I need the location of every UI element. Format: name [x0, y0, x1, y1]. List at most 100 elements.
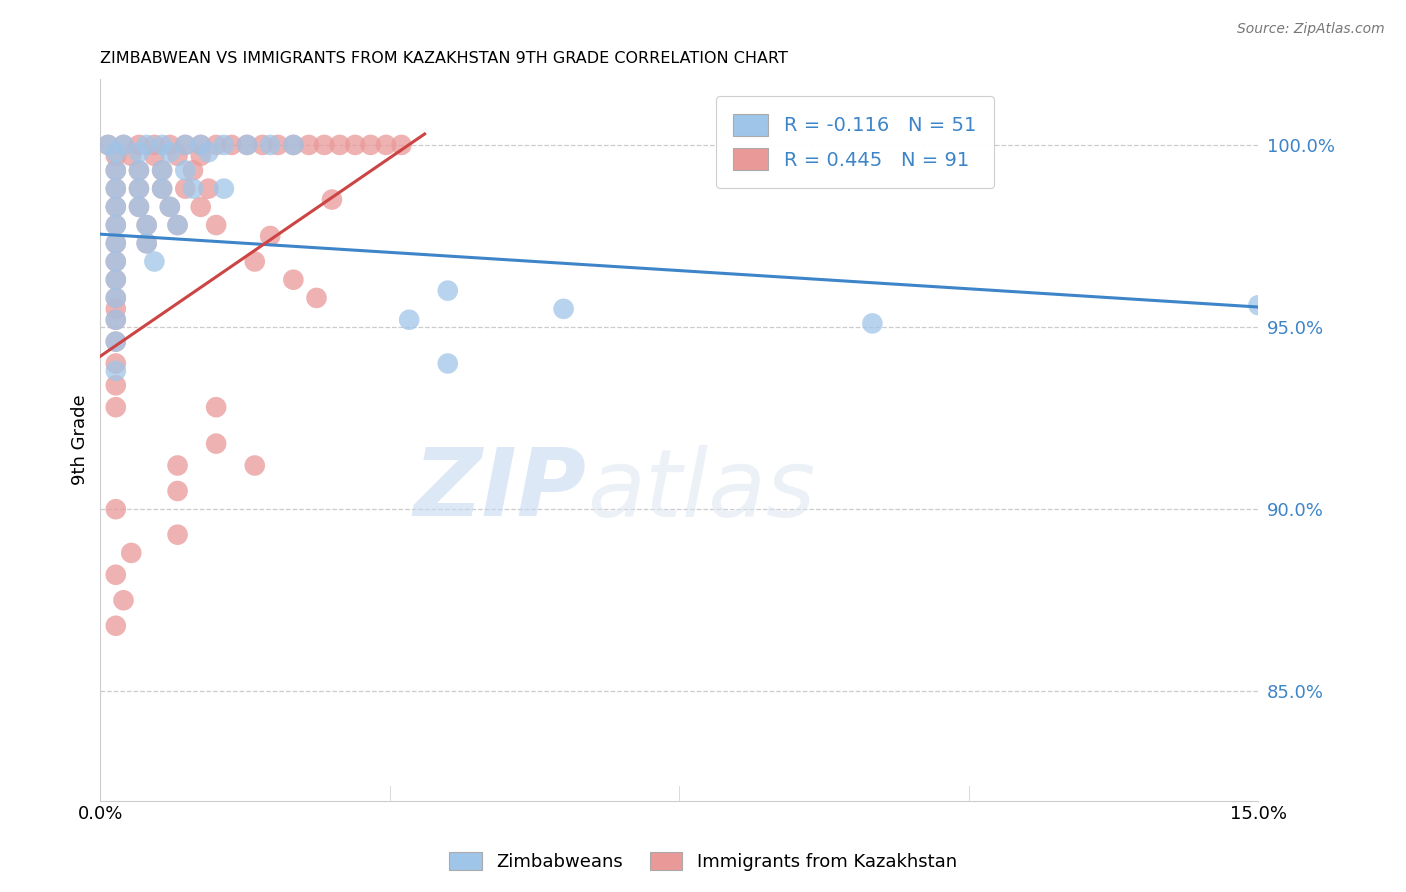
Point — [135, 137, 157, 152]
Point — [135, 236, 157, 251]
Point — [159, 200, 181, 214]
Point — [104, 567, 127, 582]
Point — [190, 200, 212, 214]
Point — [166, 527, 188, 541]
Point — [104, 312, 127, 326]
Point — [436, 356, 458, 370]
Point — [150, 163, 173, 178]
Point — [135, 218, 157, 232]
Point — [321, 193, 343, 207]
Point — [190, 137, 212, 152]
Point — [174, 181, 197, 195]
Point — [112, 593, 135, 607]
Point — [150, 163, 173, 178]
Point — [329, 137, 352, 152]
Point — [104, 378, 127, 392]
Point — [236, 137, 259, 152]
Point — [283, 137, 305, 152]
Point — [267, 137, 290, 152]
Point — [166, 458, 188, 473]
Point — [143, 137, 166, 152]
Point — [174, 137, 197, 152]
Point — [128, 163, 150, 178]
Point — [344, 137, 367, 152]
Point — [128, 181, 150, 195]
Point — [298, 137, 321, 152]
Point — [259, 137, 281, 152]
Point — [104, 312, 127, 326]
Point — [135, 236, 157, 251]
Point — [190, 149, 212, 163]
Point — [104, 334, 127, 349]
Point — [360, 137, 382, 152]
Point — [104, 254, 127, 268]
Point — [159, 200, 181, 214]
Point — [104, 291, 127, 305]
Point — [112, 137, 135, 152]
Point — [104, 236, 127, 251]
Point — [104, 163, 127, 178]
Point — [166, 218, 188, 232]
Point — [243, 254, 266, 268]
Point — [197, 181, 219, 195]
Point — [128, 137, 150, 152]
Point — [391, 137, 413, 152]
Point — [143, 254, 166, 268]
Point — [128, 200, 150, 214]
Point — [197, 145, 219, 160]
Point — [104, 149, 127, 163]
Point — [104, 200, 127, 214]
Legend: Zimbabweans, Immigrants from Kazakhstan: Zimbabweans, Immigrants from Kazakhstan — [441, 846, 965, 879]
Point — [314, 137, 336, 152]
Text: ZIP: ZIP — [413, 444, 586, 536]
Point — [104, 145, 127, 160]
Point — [104, 273, 127, 287]
Text: ZIMBABWEAN VS IMMIGRANTS FROM KAZAKHSTAN 9TH GRADE CORRELATION CHART: ZIMBABWEAN VS IMMIGRANTS FROM KAZAKHSTAN… — [100, 51, 789, 66]
Point — [205, 218, 228, 232]
Point — [128, 181, 150, 195]
Point — [128, 145, 150, 160]
Point — [104, 301, 127, 316]
Point — [104, 181, 127, 195]
Point — [553, 301, 575, 316]
Y-axis label: 9th Grade: 9th Grade — [72, 394, 89, 485]
Point — [174, 163, 197, 178]
Point — [97, 137, 120, 152]
Point — [104, 254, 127, 268]
Point — [174, 137, 197, 152]
Point — [104, 400, 127, 414]
Point — [104, 273, 127, 287]
Point — [159, 137, 181, 152]
Point — [104, 236, 127, 251]
Point — [104, 200, 127, 214]
Point — [243, 458, 266, 473]
Point — [150, 137, 173, 152]
Point — [1247, 298, 1270, 312]
Point — [104, 356, 127, 370]
Point — [104, 502, 127, 516]
Point — [143, 149, 166, 163]
Text: Source: ZipAtlas.com: Source: ZipAtlas.com — [1237, 22, 1385, 37]
Point — [112, 137, 135, 152]
Point — [150, 181, 173, 195]
Point — [205, 436, 228, 450]
Point — [181, 181, 204, 195]
Point — [205, 400, 228, 414]
Point — [236, 137, 259, 152]
Point — [221, 137, 243, 152]
Point — [212, 137, 235, 152]
Point — [181, 163, 204, 178]
Point — [305, 291, 328, 305]
Point — [252, 137, 274, 152]
Point — [283, 273, 305, 287]
Point — [104, 619, 127, 633]
Point — [398, 312, 420, 326]
Text: atlas: atlas — [586, 445, 815, 536]
Point — [104, 218, 127, 232]
Point — [166, 483, 188, 498]
Point — [104, 218, 127, 232]
Point — [159, 145, 181, 160]
Point — [128, 200, 150, 214]
Point — [190, 137, 212, 152]
Point — [212, 181, 235, 195]
